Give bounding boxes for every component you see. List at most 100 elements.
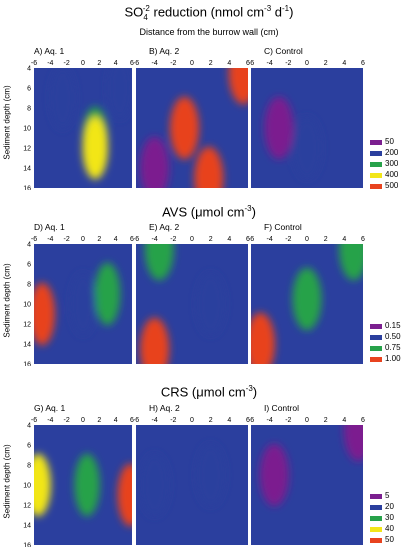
y-tick-label: 4 [27, 423, 31, 430]
x-tick-label: 0 [305, 60, 309, 67]
panel-label-a: A) Aq. 1 [34, 46, 65, 56]
y-tick-label: 6 [27, 262, 31, 269]
heatmap-feature [194, 146, 224, 188]
y-tick-label: 16 [23, 186, 31, 191]
legend-label: 30 [385, 513, 394, 522]
heatmap-feature [339, 244, 363, 281]
heatmap-feature [82, 116, 108, 180]
y-tick-label: 6 [27, 443, 31, 450]
x-tick-label: -4 [267, 60, 273, 67]
x-axis-title: Distance from the burrow wall (cm) [139, 27, 279, 37]
y-tick-label: 8 [27, 463, 31, 470]
x-tick-label: -2 [170, 417, 176, 424]
x-tick-label: 0 [81, 236, 85, 243]
legend-label: 5 [385, 491, 390, 500]
x-tick-label: -4 [47, 60, 53, 67]
x-tick-label: 0 [190, 417, 194, 424]
heatmap-feature [70, 272, 96, 336]
legend-label: 0.50 [385, 332, 401, 341]
panel-label-i: I) Control [264, 403, 299, 413]
panel-label-g: G) Aq. 1 [34, 403, 66, 413]
x-tick-label: 0 [190, 60, 194, 67]
heatmap-panel-c: -6 -4 -2 0 2 4 6 [249, 60, 365, 188]
x-tick-label: 6 [361, 60, 365, 67]
legend-swatch [370, 184, 382, 189]
legend-label: 200 [385, 148, 399, 157]
x-tick-label: 4 [342, 236, 346, 243]
section-title-crs: CRS (μmol cm-3) [160, 384, 258, 400]
y-tick-label: 10 [23, 126, 31, 133]
heatmap-feature [196, 272, 226, 336]
y-tick-label: 16 [23, 362, 31, 367]
x-tick-label: -4 [152, 417, 158, 424]
x-tick-label: -6 [249, 60, 254, 67]
legend-label: 500 [385, 181, 399, 190]
legend-label: 0.75 [385, 343, 401, 352]
x-tick-label: -4 [152, 236, 158, 243]
heatmap-feature [140, 317, 170, 364]
x-tick-label: -6 [134, 417, 139, 424]
legend-swatch [370, 357, 382, 362]
heatmap-panel-e: -6 -4 -2 0 2 4 6 [134, 236, 250, 364]
x-tick-label: -2 [64, 417, 70, 424]
x-tick-label: -6 [249, 236, 254, 243]
legend-swatch [370, 162, 382, 167]
heatmap-panel-g: -6 -4 -2 0 2 4 6 4 6 8 10 12 14 16 [23, 417, 134, 548]
legend-swatch [370, 140, 382, 145]
x-tick-label: 6 [130, 60, 134, 67]
x-tick-label: 2 [324, 60, 328, 67]
x-tick-label: -2 [170, 60, 176, 67]
x-tick-label: -4 [152, 60, 158, 67]
heatmap-feature [117, 463, 132, 527]
heatmap-feature [140, 136, 170, 188]
heatmap-panel-d: -6 -4 -2 0 2 4 6 4 6 8 10 12 14 16 [23, 236, 134, 367]
heatmap-feature [259, 443, 289, 507]
x-tick-label: -6 [31, 417, 37, 424]
x-tick-label: 0 [190, 236, 194, 243]
heatmap-panel-i: -6 -4 -2 0 2 4 6 [249, 417, 365, 545]
x-tick-label: 4 [114, 417, 118, 424]
x-tick-label: -2 [285, 60, 291, 67]
x-tick-label: 0 [305, 417, 309, 424]
x-tick-label: 4 [114, 60, 118, 67]
x-tick-label: -2 [64, 60, 70, 67]
heatmap-panel-f: -6 -4 -2 0 2 4 6 [249, 236, 365, 364]
heatmap-panel-b: -6 -4 -2 0 2 4 6 [134, 60, 250, 188]
heatmap-feature [292, 267, 322, 331]
heatmap-feature [34, 453, 51, 517]
x-tick-label: 4 [227, 60, 231, 67]
panel-label-b: B) Aq. 2 [149, 46, 180, 56]
legend-label: 20 [385, 502, 394, 511]
heatmap-feature [144, 244, 174, 281]
x-tick-label: -2 [285, 417, 291, 424]
heatmap-feature [34, 282, 55, 346]
x-tick-label: 6 [361, 236, 365, 243]
y-tick-label: 16 [23, 543, 31, 548]
heatmap-feature [343, 425, 363, 462]
y-tick-label: 14 [23, 166, 31, 173]
y-tick-label: 10 [23, 483, 31, 490]
x-tick-label: 2 [209, 236, 213, 243]
legend-label: 1.00 [385, 354, 401, 363]
x-tick-label: -4 [267, 236, 273, 243]
legend-swatch [370, 494, 382, 499]
legend-swatch [370, 173, 382, 178]
x-tick-label: -6 [134, 236, 139, 243]
y-tick-label: 14 [23, 342, 31, 349]
x-tick-label: 0 [81, 60, 85, 67]
legend-label: 0.15 [385, 321, 401, 330]
y-tick-label: 14 [23, 523, 31, 530]
heatmap-feature [74, 453, 100, 517]
panel-label-h: H) Aq. 2 [149, 403, 180, 413]
heatmap-feature [169, 96, 200, 160]
x-tick-label: -6 [134, 60, 139, 67]
x-tick-label: 2 [324, 417, 328, 424]
x-tick-label: -6 [249, 417, 254, 424]
legend-label: 400 [385, 170, 399, 179]
legend-swatch [370, 505, 382, 510]
x-tick-label: 6 [246, 236, 250, 243]
panel-label-d: D) Aq. 1 [34, 222, 65, 232]
legend-label: 50 [385, 137, 394, 146]
legend-swatch [370, 151, 382, 156]
x-tick-label: 0 [81, 417, 85, 424]
